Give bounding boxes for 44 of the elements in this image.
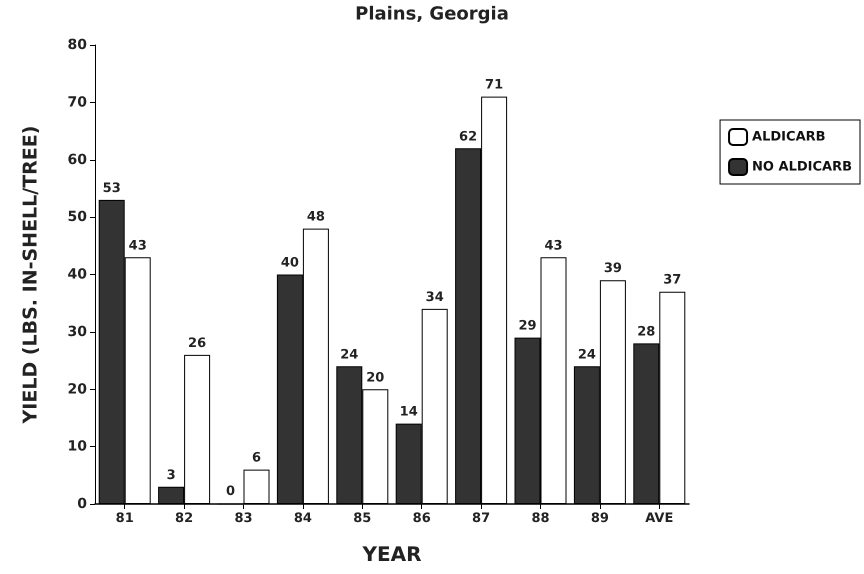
- y-tick-label: 20: [68, 381, 88, 398]
- data-label: 24: [340, 347, 358, 362]
- y-tick-label: 40: [68, 266, 88, 282]
- x-tick-label: AVE: [645, 511, 674, 526]
- x-tick-label: 84: [294, 511, 312, 526]
- legend-label: NO ALDICARB: [752, 160, 852, 174]
- data-label: 29: [518, 318, 537, 334]
- data-label: 37: [663, 272, 682, 288]
- data-label: 24: [578, 347, 596, 362]
- data-label: 43: [544, 238, 563, 254]
- data-label: 28: [637, 324, 656, 340]
- y-tick-label: 30: [68, 324, 88, 340]
- x-tick-label: 85: [353, 511, 372, 526]
- data-label: 0: [226, 484, 236, 499]
- data-label: 14: [400, 404, 418, 420]
- data-label: 62: [459, 129, 478, 144]
- y-axis-title: YIELD (LBS. IN-SHELL/TREE): [20, 126, 42, 424]
- data-label: 48: [306, 210, 325, 225]
- x-tick-label: 88: [531, 511, 550, 526]
- x-tick-label: 81: [116, 511, 134, 526]
- data-label: 43: [128, 238, 147, 254]
- data-label: 34: [426, 290, 444, 305]
- y-tick-label: 80: [68, 37, 88, 53]
- data-label: 20: [366, 370, 384, 386]
- x-tick-label: 87: [472, 511, 490, 526]
- data-label: 26: [188, 336, 206, 351]
- y-tick-label: 60: [68, 152, 88, 168]
- chart-title: Plains, Georgia: [355, 4, 509, 24]
- data-label: 53: [102, 180, 121, 196]
- x-tick-label: 82: [175, 511, 194, 526]
- data-label: 6: [252, 450, 262, 466]
- y-tick-label: 10: [68, 438, 88, 455]
- data-label: 39: [604, 261, 622, 276]
- x-tick-label: 89: [590, 511, 609, 526]
- y-tick-label: 0: [77, 496, 88, 512]
- data-label: 3: [166, 468, 176, 483]
- legend-label: ALDICARB: [752, 130, 826, 144]
- x-axis-title: YEAR: [361, 542, 422, 566]
- y-tick-label: 70: [68, 94, 88, 110]
- x-tick-label: 83: [234, 511, 253, 526]
- data-label: 40: [280, 256, 299, 270]
- data-label: 71: [485, 78, 504, 93]
- x-tick-label: 86: [412, 511, 431, 526]
- y-tick-label: 50: [68, 209, 88, 226]
